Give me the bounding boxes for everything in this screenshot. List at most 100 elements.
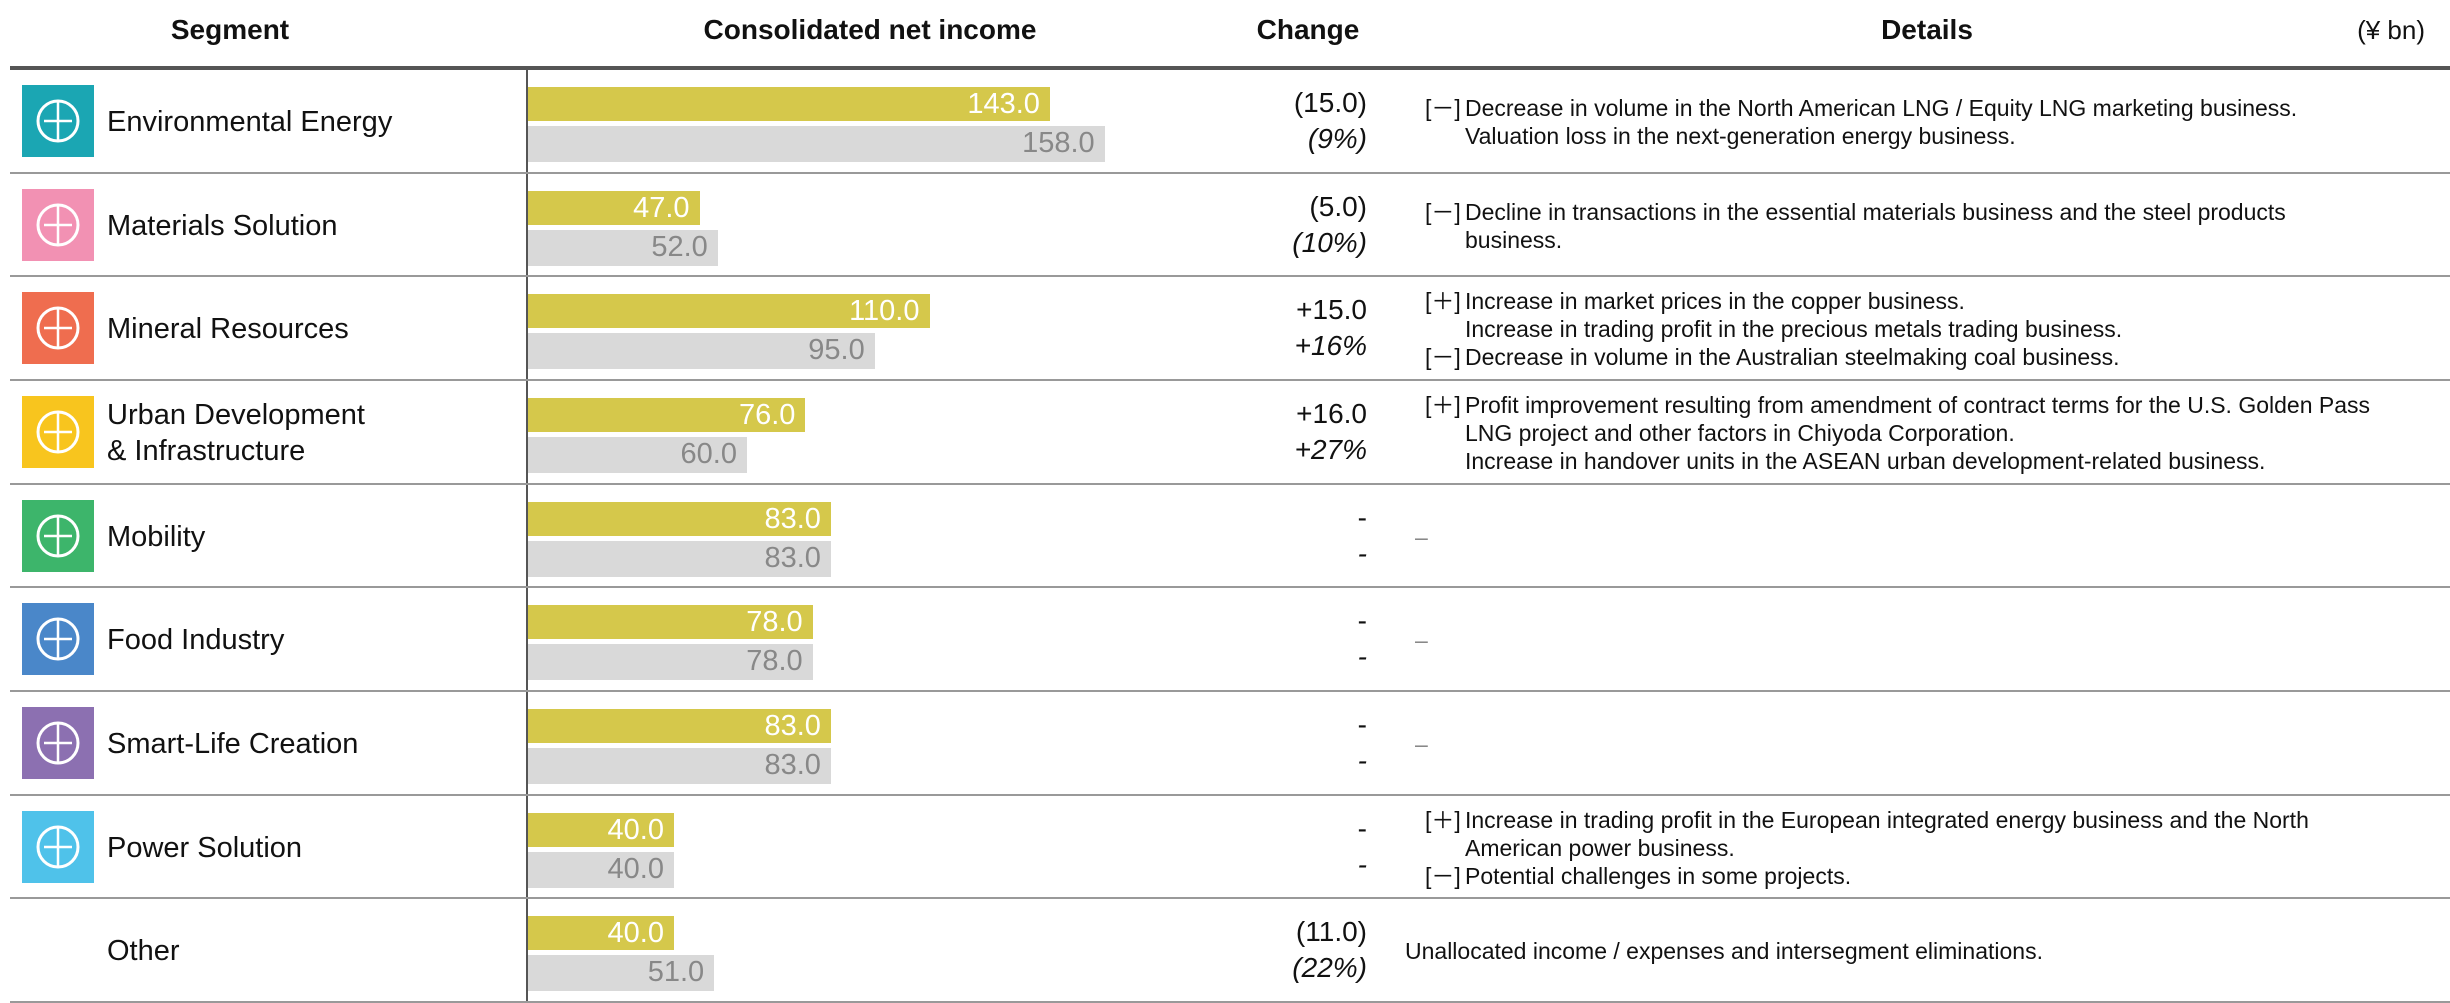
details: – [1405,730,1428,758]
detail-text: Decrease in volume in the North American… [1465,94,2297,150]
detail-item: [－] Decrease in volume in the North Ameri… [1405,94,2297,150]
detail-text: Unallocated income / expenses and inters… [1405,937,2043,965]
detail-text: Increase in trading profit in the Europe… [1465,806,2309,862]
bar-current: 83.0 [528,709,831,743]
change-pct: +27% [1294,434,1367,465]
detail-line: – [1415,523,1428,550]
bar-current: 83.0 [528,501,831,536]
detail-marker: [－] [1425,94,1461,121]
change: +16.0 [1296,398,1367,429]
detail-line: Decline in transactions in the essential… [1465,198,2286,225]
change-pct: (9%) [1307,123,1367,154]
change: - [1357,709,1367,740]
bar-previous: 60.0 [528,437,747,473]
detail-line: Profit improvement resulting from amendm… [1465,391,2371,418]
segment-icon [22,396,94,468]
row [10,277,2450,381]
change: - [1357,501,1367,533]
detail-line: Increase in handover units in the ASEAN … [1465,447,2266,474]
bar-previous: 52.0 [528,229,718,266]
bar-previous: 51.0 [528,955,715,992]
segment-icon [22,707,94,779]
bar-previous: 158.0 [528,126,1105,162]
details: [＋] Increase in market prices in the copp… [1405,287,2122,371]
detail-line: Unallocated income / expenses and inters… [1405,938,2043,965]
header-details: Details [1881,14,1973,45]
bar-previous: 83.0 [528,540,831,577]
segment-name-line: Power Solution [107,831,303,864]
detail-item: – [1405,523,1428,551]
change: (15.0) [1293,87,1367,118]
icon-glyph [36,514,80,558]
detail-text: Decline in transactions in the essential… [1465,198,2286,254]
details: [－] Decline in transactions in the essent… [1405,198,2286,254]
bar-current: 143.0 [528,87,1050,121]
segment-name: Environmental Energy [107,104,392,140]
detail-line: – [1415,730,1428,757]
bar-previous: 78.0 [528,644,813,681]
segment-name-line: & Infrastructure [107,434,306,467]
segment-name: Mineral Resources [107,311,349,347]
header-unit: (¥ bn) [2357,15,2425,45]
row [10,692,2450,796]
change-pct: - [1357,537,1367,569]
segment-icon [22,810,94,883]
bar-current: 110.0 [528,294,930,329]
bar-previous: 95.0 [528,333,875,370]
detail-text: Increase in market prices in the copper … [1465,287,2122,343]
segment-name: Power Solution [107,830,302,866]
header-rule [10,66,2450,70]
details: [＋] Profit improvement resulting from ame… [1405,391,2370,475]
segment-icon [22,603,94,676]
details: [＋] Increase in trading profit in the Eur… [1405,806,2309,890]
bar-current: 76.0 [528,398,806,432]
change: +15.0 [1296,294,1367,326]
detail-text: Profit improvement resulting from amendm… [1465,391,2370,475]
detail-marker: [－] [1425,198,1461,225]
change-pct: - [1357,745,1367,776]
axis-line [526,70,528,1003]
detail-line: Increase in trading profit in the precio… [1465,316,2123,343]
icon-glyph [36,825,80,869]
change-pct: (10%) [1292,226,1367,258]
detail-marker: [＋] [1425,391,1461,418]
change: (5.0) [1309,190,1367,222]
change-pct: +16% [1294,330,1367,362]
segment-name-line: Other [107,935,180,968]
bar-current: 47.0 [528,190,700,225]
row [10,796,2450,900]
icon-glyph [36,203,80,247]
detail-line: Decrease in volume in the North American… [1465,94,2298,121]
detail-item: – [1405,626,1428,654]
detail-item: [＋] Increase in market prices in the copp… [1405,287,2122,343]
segment-name-line: Smart-Life Creation [107,727,359,760]
change-pct: - [1357,641,1367,673]
details: [－] Decrease in volume in the North Ameri… [1405,94,2297,150]
icon-glyph [36,721,80,765]
change-pct: - [1357,848,1367,880]
segment-name: Urban Development & Infrastructure [107,397,365,469]
details: – [1405,523,1428,551]
detail-text: – [1405,626,1428,654]
segment-icon [22,85,94,157]
details: – [1405,626,1428,654]
detail-text: – [1405,730,1428,758]
segment-name: Materials Solution [107,208,338,244]
detail-line: Decrease in volume in the Australian ste… [1465,344,2120,371]
detail-marker: [－] [1425,862,1461,889]
detail-marker: [＋] [1425,806,1461,833]
detail-marker: [－] [1425,344,1461,371]
detail-line: Increase in trading profit in the Europe… [1465,806,2309,833]
segment-name-line: Food Industry [107,624,285,657]
segment-name: Food Industry [107,622,284,658]
bar-current: 40.0 [528,812,674,847]
detail-item: Unallocated income / expenses and inters… [1405,937,2043,965]
change-pct: (22%) [1292,952,1367,984]
change: (11.0) [1295,916,1367,948]
segment-name: Smart-Life Creation [107,726,358,762]
detail-line: business. [1465,226,1563,253]
bar-current: 40.0 [528,916,674,951]
segment-name-line: Mineral Resources [107,313,349,346]
header-change: Change [1256,14,1360,45]
